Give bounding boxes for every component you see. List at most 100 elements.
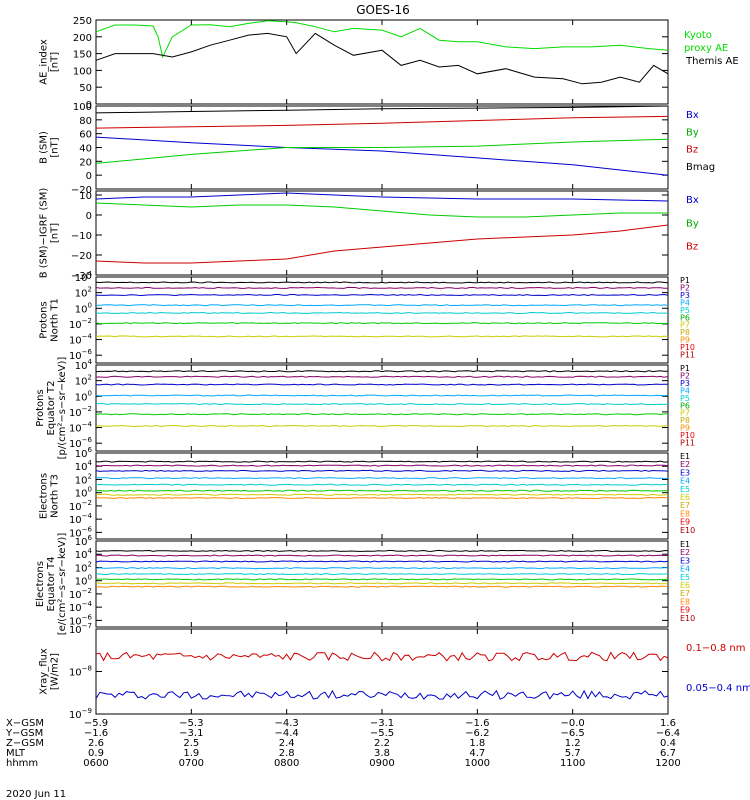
y-tick-label: 100 [73, 102, 92, 113]
series-line-p2 [95, 286, 669, 289]
y-axis-label-line: Protons [35, 389, 46, 426]
legend-entry: E8 [680, 509, 690, 518]
legend-entry: E10 [680, 614, 695, 623]
y-tick-label: 102 [75, 472, 92, 486]
y-tick-label: 10−4 [69, 512, 93, 526]
y-tick-exponent: −9 [82, 707, 92, 715]
y-tick-exponent: −4 [82, 600, 93, 608]
legend-entry: P3 [680, 379, 690, 388]
legend-entry: Themis AE [685, 56, 739, 67]
y-tick-label: 50 [79, 83, 92, 94]
legend-entry: P5 [680, 306, 690, 315]
y-tick-label: 100 [75, 301, 92, 315]
panel-frame [95, 19, 669, 105]
x-row-value: −6.2 [465, 728, 489, 739]
y-tick-exponent: 0 [88, 389, 92, 397]
y-axis-label-line: Electrons [35, 561, 46, 607]
legend-entry: P4 [680, 386, 690, 395]
legend-entry: P10 [680, 343, 695, 352]
x-row-value: 4.7 [469, 748, 485, 759]
legend-entry: E2 [680, 548, 690, 557]
y-axis-label-line: B (SM) [39, 131, 50, 164]
series-line-e6 [95, 578, 669, 581]
date-label: 2020 Jun 11 [6, 789, 66, 800]
y-tick-label: 10−8 [69, 665, 92, 679]
x-row-value: 1.9 [183, 748, 199, 759]
y-tick-exponent: 4 [88, 358, 93, 366]
y-tick-exponent: −7 [82, 622, 92, 630]
y-tick-label: −10 [71, 231, 92, 242]
legend-entry: P3 [680, 291, 690, 300]
y-axis-label-line: North T3 [50, 474, 61, 518]
series-line-p4 [95, 304, 669, 307]
y-tick-exponent: 0 [88, 301, 92, 309]
y-tick-label: 20 [79, 157, 92, 168]
series-line-by [95, 138, 669, 164]
y-tick-exponent: 2 [88, 472, 92, 480]
legend-entry: P8 [680, 328, 690, 337]
x-row-value: −3.1 [370, 718, 394, 729]
y-tick-exponent: 6 [88, 534, 93, 542]
x-row-value: −6.5 [561, 728, 585, 739]
panel-3: 10 0 −10 −20 −30 B (SM)−IGRF (SM) [nT] Bx By Bz [39, 188, 699, 282]
legend-entry: P6 [680, 313, 690, 322]
series-line-e5 [95, 573, 669, 576]
y-axis-label-line: [nT] [50, 137, 61, 157]
legend-entry: P5 [680, 394, 690, 403]
legend-entry: By [686, 218, 699, 229]
legend-entry: P8 [680, 416, 690, 425]
y-axis-label-line: [W/m2] [50, 653, 61, 690]
series-line-e3 [95, 469, 669, 472]
y-tick-exponent: −4 [82, 512, 93, 520]
legend-entry: P7 [680, 409, 690, 418]
y-tick-exponent: 4 [88, 459, 93, 467]
y-tick-label: 102 [75, 560, 92, 574]
series-line-e1 [95, 549, 668, 552]
x-row-value: 0900 [369, 758, 394, 769]
chart-title: GOES-16 [356, 3, 410, 17]
y-axis-label-line: [p/(cm²−s−sr−keV)] [57, 357, 68, 460]
y-tick-exponent: −2 [82, 587, 92, 595]
x-row-value: 0.9 [88, 748, 104, 759]
legend-entry: E1 [680, 452, 690, 461]
x-row-value: 1100 [560, 758, 585, 769]
legend-entry: P10 [680, 431, 695, 440]
x-row-value: 2.5 [183, 738, 199, 749]
y-tick-exponent: 2 [88, 374, 92, 382]
series-line-e2 [95, 554, 669, 557]
legend-entry: E9 [680, 518, 690, 527]
y-tick-exponent: −4 [82, 333, 93, 341]
y-tick-exponent: −2 [82, 405, 92, 413]
x-row-value: −5.9 [84, 718, 108, 729]
x-row-label: X−GSM [6, 718, 44, 729]
y-axis-label-line: Xray_flux [39, 648, 50, 695]
y-axis-label-line: Equator T2 [46, 381, 57, 436]
series-line-p6 [95, 322, 669, 325]
x-row-value: 0.4 [660, 738, 676, 749]
x-row-value: −6.4 [656, 728, 680, 739]
x-row-value: 2.8 [279, 748, 295, 759]
legend-entry: P9 [680, 424, 690, 433]
series-line-p7 [95, 335, 669, 338]
legend-entry: Bx [686, 110, 699, 121]
legend-entry: Bmag [686, 162, 715, 173]
x-row-label: MLT [6, 748, 26, 759]
y-axis-label-line: [nT] [50, 52, 61, 72]
x-row-value: 1200 [655, 758, 680, 769]
series-line-e7 [95, 582, 669, 585]
y-tick-exponent: −6 [82, 348, 93, 356]
panel-1: 250 200 150 100 50 0 AE_index [nT] Kyoto proxy AE… [39, 16, 739, 111]
series-line-p7 [95, 424, 669, 428]
x-row-value: −0.0 [561, 718, 585, 729]
series-line-p5 [95, 311, 669, 315]
y-tick-label: 0 [86, 171, 92, 182]
y-tick-label: 10−2 [69, 587, 92, 601]
x-row-value: 2.2 [374, 738, 390, 749]
series-line-p1 [95, 370, 669, 373]
x-row-value: −3.1 [179, 728, 203, 739]
legend-entry: E4 [680, 565, 690, 574]
